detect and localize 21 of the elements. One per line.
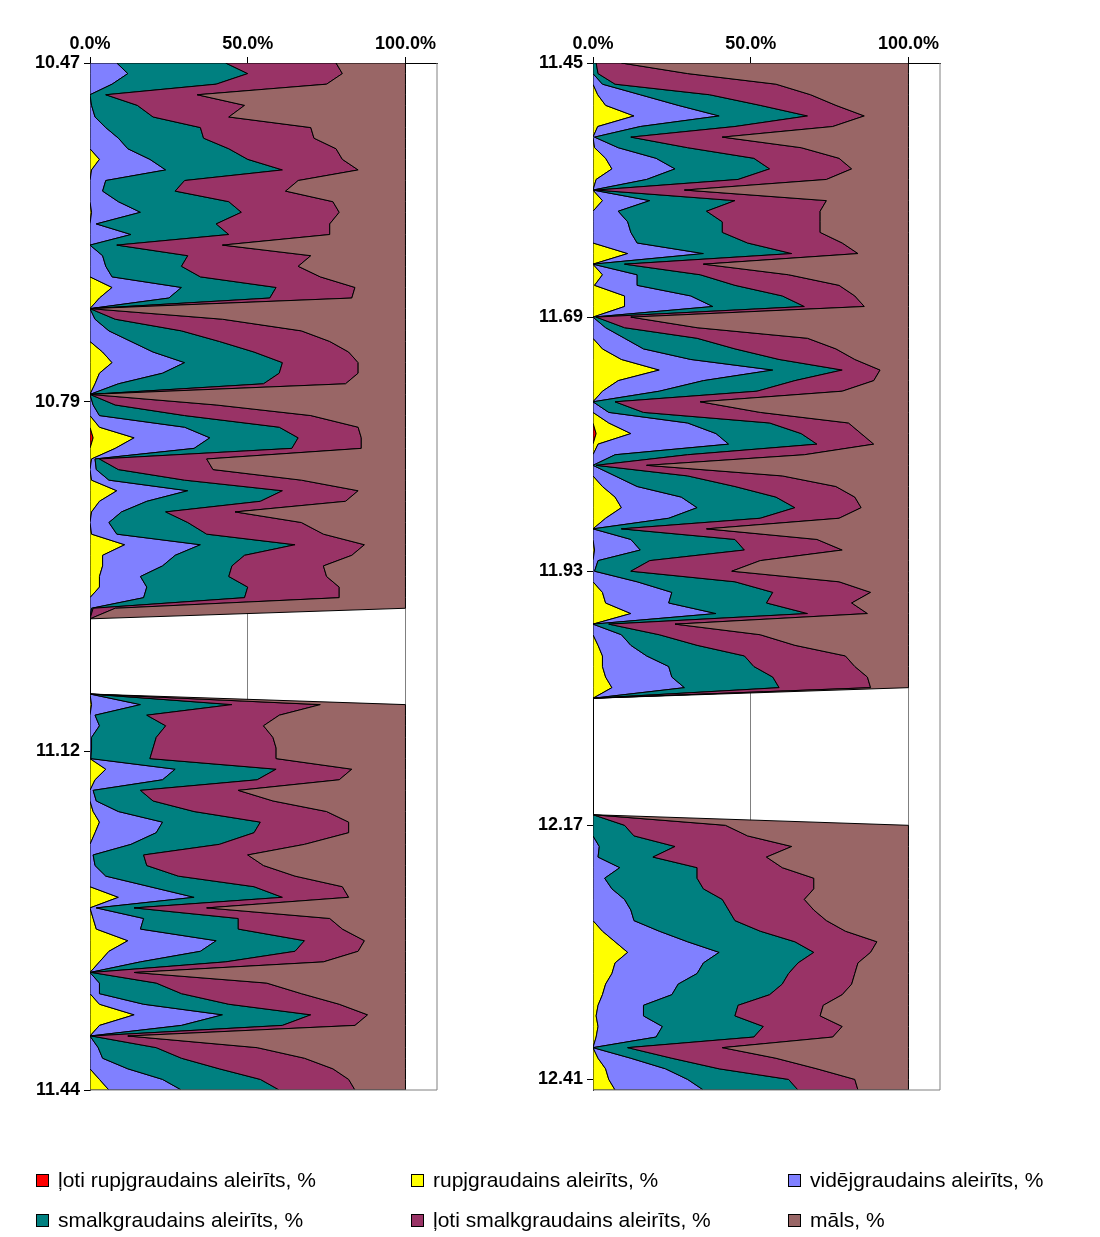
y-tick-label: 10.79: [34, 390, 80, 411]
y-tick-label: 11.69: [538, 306, 583, 327]
x-tick-label: 100.0%: [374, 33, 436, 54]
legend-label: māls, %: [810, 1208, 885, 1232]
y-tick-label: 11.44: [35, 1078, 80, 1099]
y-tick-label: 12.41: [537, 1068, 583, 1089]
y-tick-label: 12.17: [537, 814, 583, 835]
x-tick-label: 50.0%: [725, 33, 777, 54]
legend-label: ļoti rupjgraudains aleirīts, %: [58, 1168, 316, 1192]
x-tick-label: 50.0%: [222, 33, 274, 54]
legend-label: rupjgraudains aleirīts, %: [433, 1168, 659, 1192]
x-tick-label: 0.0%: [69, 33, 111, 54]
x-tick-label: 0.0%: [572, 33, 614, 54]
y-tick-label: 11.45: [538, 51, 583, 72]
x-tick-label: 100.0%: [877, 33, 939, 54]
y-tick-label: 11.93: [538, 560, 583, 581]
y-tick-label: 10.47: [34, 51, 80, 72]
legend-label: vidējgraudains aleirīts, %: [810, 1168, 1044, 1192]
legend-label: smalkgraudains aleirīts, %: [58, 1208, 304, 1232]
legend-label: ļoti smalkgraudains aleirīts, %: [433, 1208, 711, 1232]
y-tick-label: 11.12: [35, 740, 80, 761]
